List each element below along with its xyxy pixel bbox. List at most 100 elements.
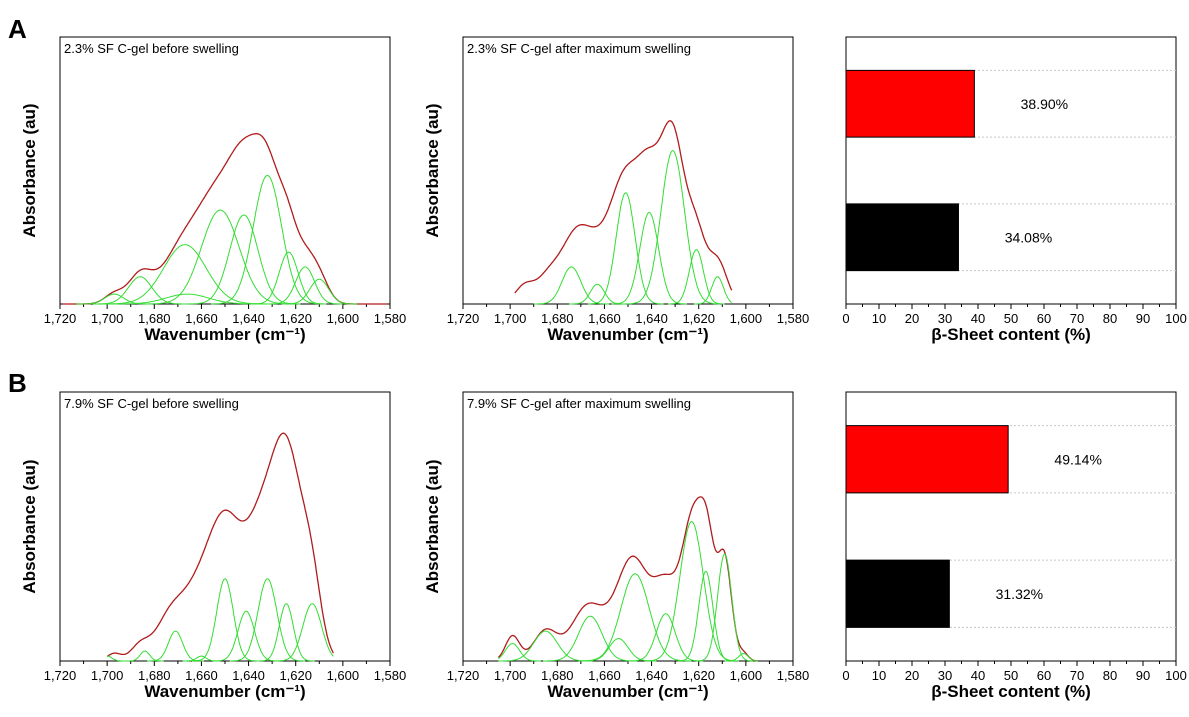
x-axis-title: Wavenumber (cm⁻¹) bbox=[547, 682, 708, 701]
x-tick-label: 1,620 bbox=[682, 311, 715, 326]
plot-frame bbox=[462, 391, 794, 662]
component-peak bbox=[587, 192, 664, 305]
x-tick-label: 40 bbox=[971, 311, 985, 326]
bar-value-label: 34.08% bbox=[1005, 229, 1052, 245]
x-tick-label: 1,660 bbox=[185, 311, 218, 326]
x-tick-label: 1,640 bbox=[232, 311, 265, 326]
x-axis-title: Wavenumber (cm⁻¹) bbox=[144, 682, 305, 701]
component-peak bbox=[258, 603, 315, 662]
component-peak bbox=[580, 638, 657, 662]
envelope-curve bbox=[514, 120, 733, 294]
x-tick-label: 1,600 bbox=[730, 311, 763, 326]
x-tick-label: 1,600 bbox=[327, 668, 360, 683]
x-axis-title: β-Sheet content (%) bbox=[931, 682, 1091, 701]
x-tick-label: 1,600 bbox=[730, 668, 763, 683]
component-peak bbox=[611, 211, 687, 305]
x-tick-label: 1,680 bbox=[541, 668, 574, 683]
component-peak bbox=[267, 266, 343, 305]
chart-5: 1,720 1,700 1,680 1,660 1,640 1,620 1,600 1,580… bbox=[423, 391, 810, 701]
component-peak bbox=[147, 630, 204, 662]
x-tick-label: 1,600 bbox=[327, 311, 360, 326]
x-tick-label: 90 bbox=[1136, 311, 1150, 326]
x-axis-title: Wavenumber (cm⁻¹) bbox=[144, 325, 305, 344]
component-peak bbox=[677, 570, 735, 662]
plot-frame bbox=[59, 391, 391, 662]
x-axis-title: Wavenumber (cm⁻¹) bbox=[547, 325, 708, 344]
chart-6: 0 10 20 30 40 50 60 70 80 90 100 β-Sheet content (%… bbox=[842, 391, 1187, 701]
envelope-curve bbox=[62, 133, 388, 305]
x-tick-label: 1,720 bbox=[44, 668, 77, 683]
component-peak bbox=[187, 214, 301, 305]
x-tick-label: 1,680 bbox=[138, 668, 171, 683]
x-tick-label: 1,700 bbox=[494, 311, 527, 326]
component-peak bbox=[274, 603, 334, 662]
bar-value-label: 38.90% bbox=[1021, 96, 1068, 112]
x-tick-label: 1,700 bbox=[91, 311, 124, 326]
x-tick-label: 1,640 bbox=[232, 668, 265, 683]
x-tick-label: 60 bbox=[1037, 311, 1051, 326]
component-peak bbox=[102, 293, 273, 305]
component-peak bbox=[213, 610, 280, 662]
x-tick-label: 50 bbox=[1004, 311, 1018, 326]
x-tick-label: 1,620 bbox=[279, 668, 312, 683]
component-peak bbox=[281, 278, 357, 305]
y-axis-title: Absorbance (au) bbox=[20, 103, 39, 237]
x-tick-label: 10 bbox=[872, 668, 886, 683]
panel-label-b: B bbox=[8, 368, 27, 398]
chart-title: 2.3% SF C-gel before swelling bbox=[64, 41, 239, 56]
x-tick-label: 1,620 bbox=[279, 311, 312, 326]
x-tick-label: 1,680 bbox=[541, 311, 574, 326]
component-peak bbox=[498, 630, 593, 662]
x-tick-label: 1,580 bbox=[374, 311, 407, 326]
x-tick-label: 1,580 bbox=[777, 668, 810, 683]
chart-4: 1,720 1,700 1,680 1,660 1,640 1,620 1,600 1,580… bbox=[20, 391, 407, 701]
plot-frame bbox=[59, 36, 391, 305]
x-tick-label: 70 bbox=[1070, 311, 1084, 326]
x-tick-label: 100 bbox=[1165, 668, 1187, 683]
x-tick-label: 20 bbox=[905, 311, 919, 326]
x-tick-label: 1,640 bbox=[635, 668, 668, 683]
component-peak bbox=[569, 283, 626, 305]
x-tick-label: 50 bbox=[1004, 668, 1018, 683]
x-tick-label: 1,640 bbox=[635, 311, 668, 326]
x-tick-label: 30 bbox=[938, 311, 952, 326]
x-tick-label: 1,720 bbox=[447, 668, 480, 683]
y-axis-title: Absorbance (au) bbox=[20, 459, 39, 593]
component-peak bbox=[100, 244, 270, 305]
bar-value-label: 31.32% bbox=[996, 586, 1043, 602]
component-peak bbox=[107, 655, 126, 662]
x-tick-label: 40 bbox=[971, 668, 985, 683]
component-peak bbox=[668, 249, 725, 305]
bar-black bbox=[845, 203, 959, 272]
x-tick-label: 60 bbox=[1037, 668, 1051, 683]
x-tick-label: 10 bbox=[872, 311, 886, 326]
x-tick-label: 0 bbox=[842, 311, 849, 326]
chart-2: 1,720 1,700 1,680 1,660 1,640 1,620 1,600 1,580… bbox=[423, 36, 809, 344]
x-tick-label: 1,580 bbox=[374, 668, 407, 683]
component-peak bbox=[543, 615, 638, 662]
x-tick-label: 0 bbox=[842, 668, 849, 683]
bar-value-label: 49.14% bbox=[1054, 451, 1101, 467]
component-peak bbox=[533, 266, 610, 305]
bar-red bbox=[845, 425, 1009, 494]
chart-title: 7.9% SF C-gel after maximum swelling bbox=[467, 396, 691, 411]
component-peak bbox=[724, 652, 758, 662]
chart-title: 7.9% SF C-gel before swelling bbox=[64, 396, 239, 411]
component-peak bbox=[93, 276, 188, 305]
bar-red bbox=[845, 69, 975, 138]
x-tick-label: 1,620 bbox=[682, 668, 715, 683]
x-tick-label: 70 bbox=[1070, 668, 1084, 683]
x-tick-label: 100 bbox=[1165, 311, 1187, 326]
x-tick-label: 20 bbox=[905, 668, 919, 683]
x-tick-label: 90 bbox=[1136, 668, 1150, 683]
bar-black bbox=[845, 559, 950, 628]
component-peak bbox=[694, 276, 732, 305]
x-tick-label: 1,700 bbox=[494, 668, 527, 683]
component-peak bbox=[229, 578, 306, 662]
x-tick-label: 1,720 bbox=[447, 311, 480, 326]
x-tick-label: 1,660 bbox=[185, 668, 218, 683]
component-peak bbox=[144, 209, 296, 305]
envelope-curve bbox=[106, 432, 334, 657]
chart-3: 0 10 20 30 40 50 60 70 80 90 100 β-Sheet content (%… bbox=[842, 36, 1187, 344]
